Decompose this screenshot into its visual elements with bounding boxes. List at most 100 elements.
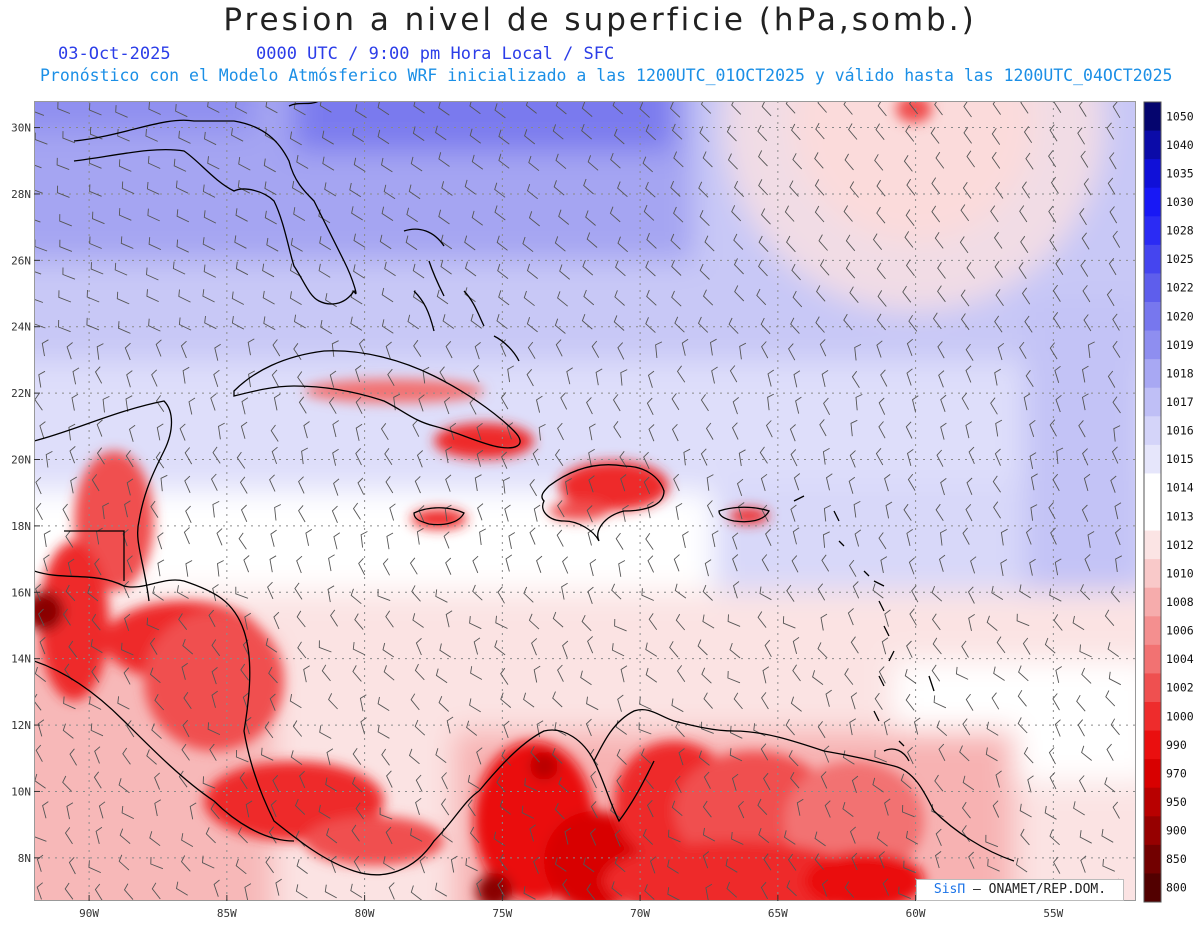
wind-barb xyxy=(955,666,969,680)
wind-barb xyxy=(733,233,744,250)
wind-barb xyxy=(381,748,390,766)
wind-barb xyxy=(993,666,1005,681)
colorbar-label: 1022 xyxy=(1166,281,1194,295)
wind-barb xyxy=(1083,473,1091,492)
wind-barb xyxy=(530,746,540,763)
wind-barb xyxy=(126,370,133,388)
wind-barb xyxy=(674,316,685,333)
wind-barb xyxy=(523,692,535,708)
wind-barb xyxy=(445,340,453,359)
wind-barb xyxy=(673,554,680,572)
wind-barb xyxy=(1049,342,1058,360)
wind-barb xyxy=(883,718,891,736)
wind-barb xyxy=(89,696,102,710)
wind-barb xyxy=(1109,152,1117,170)
wind-barb xyxy=(620,369,628,386)
wind-barb xyxy=(1020,101,1029,114)
wind-barb xyxy=(1106,122,1115,140)
wind-barb xyxy=(617,181,628,198)
wind-barb xyxy=(204,131,217,146)
wind-barb xyxy=(240,504,248,522)
wind-barb xyxy=(930,127,940,144)
wind-barb xyxy=(303,665,310,683)
wind-barb xyxy=(760,208,771,225)
wind-barb xyxy=(176,239,189,253)
wind-barb xyxy=(818,234,828,251)
wind-barb xyxy=(1106,289,1115,307)
wind-barb xyxy=(296,859,308,874)
wind-barb xyxy=(445,557,452,575)
wind-barb xyxy=(1112,396,1121,414)
wind-barb xyxy=(529,527,536,545)
wind-barb xyxy=(202,776,216,789)
wind-barb xyxy=(386,532,394,550)
wind-barb xyxy=(996,636,1006,654)
wind-barb xyxy=(903,860,916,874)
wind-barb xyxy=(1078,775,1086,793)
wind-barb xyxy=(613,128,625,145)
wind-barb xyxy=(1114,502,1122,520)
wind-barb xyxy=(318,263,331,278)
wind-barb xyxy=(617,694,624,712)
wind-barb xyxy=(34,323,46,329)
wind-barb xyxy=(968,614,975,631)
wind-barb xyxy=(655,341,663,358)
wind-barb xyxy=(843,313,853,331)
wind-barb xyxy=(1054,558,1062,576)
wind-barb xyxy=(1107,370,1116,388)
wind-barb xyxy=(124,342,131,361)
wind-barb xyxy=(418,394,425,412)
wind-barb xyxy=(733,258,744,275)
lon-label: 60W xyxy=(906,907,926,920)
wind-barb xyxy=(905,125,915,142)
wind-barb xyxy=(938,370,945,388)
colorbar-cell xyxy=(1144,702,1161,732)
wind-barb xyxy=(182,719,190,738)
wind-barb xyxy=(353,233,366,248)
wind-barb xyxy=(90,639,103,654)
wind-barb xyxy=(764,639,772,658)
wind-barb xyxy=(959,745,970,762)
wind-barb xyxy=(328,693,338,710)
colorbar-label: 1015 xyxy=(1166,452,1194,466)
wind-barb xyxy=(267,581,274,600)
wind-barb xyxy=(202,237,216,251)
wind-barb xyxy=(851,775,859,793)
wind-barb xyxy=(737,502,745,520)
wind-barb xyxy=(1029,419,1036,438)
wind-barb xyxy=(1106,743,1114,761)
wind-barb xyxy=(118,854,130,871)
wind-barb xyxy=(207,722,221,736)
wind-barb xyxy=(383,184,396,200)
wind-barb xyxy=(526,369,534,387)
wind-barb xyxy=(176,209,190,223)
wind-barb xyxy=(381,319,394,334)
wind-barb xyxy=(445,474,452,492)
wind-barb xyxy=(670,233,681,250)
wind-barb xyxy=(524,778,537,792)
wind-barb xyxy=(235,749,249,763)
lon-label: 85W xyxy=(217,907,237,920)
wind-barb xyxy=(474,342,481,360)
wind-barb xyxy=(820,771,828,789)
wind-barb xyxy=(35,583,42,602)
colorbar-label: 950 xyxy=(1166,795,1187,809)
wind-barb xyxy=(843,101,853,115)
wind-barb xyxy=(1017,717,1028,734)
wind-barb xyxy=(382,642,395,658)
wind-barb xyxy=(296,155,309,169)
wind-barb xyxy=(1023,126,1033,144)
wind-barb xyxy=(292,720,303,737)
wind-barb xyxy=(761,341,769,359)
wind-barb xyxy=(711,530,719,548)
wind-barb xyxy=(146,749,157,765)
wind-barb xyxy=(68,423,76,441)
wind-barb xyxy=(993,231,1003,249)
wind-barb xyxy=(385,610,394,628)
wind-barb xyxy=(121,642,134,656)
wind-barb xyxy=(674,775,682,794)
wind-barb xyxy=(360,717,367,735)
wind-barb xyxy=(1080,150,1089,168)
wind-barb xyxy=(202,184,216,198)
wind-barb xyxy=(993,501,1001,519)
